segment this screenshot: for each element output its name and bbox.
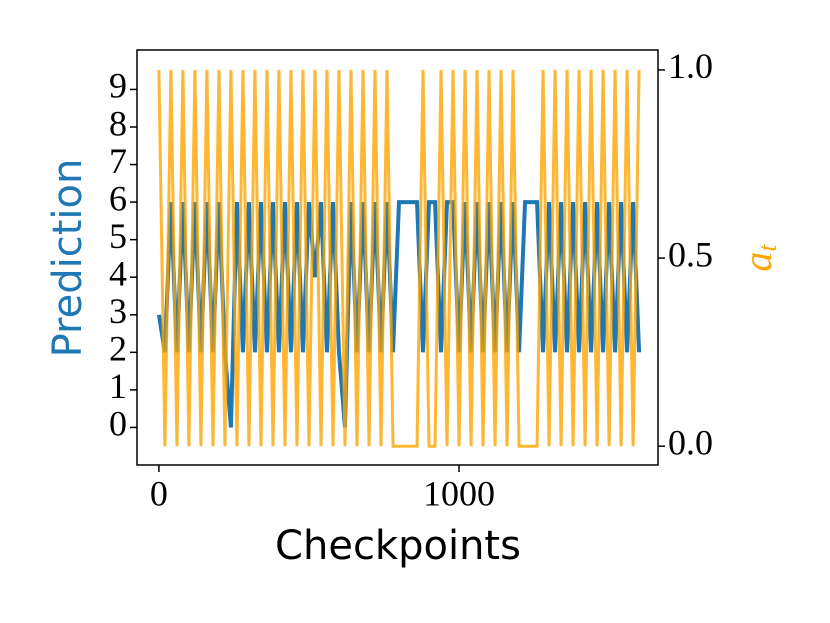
y-label: Prediction <box>45 159 91 358</box>
y2-label: at <box>735 244 782 272</box>
x-tick-label: 0 <box>150 473 168 513</box>
series-line <box>157 69 641 448</box>
y-tick-label: 1 <box>109 366 127 406</box>
y-tick-label: 4 <box>109 253 127 293</box>
y-tick-label: 5 <box>109 216 127 256</box>
x-label: Checkpoints <box>275 523 521 569</box>
y-tick-label: 8 <box>109 103 127 143</box>
y-tick-label: 2 <box>109 329 127 369</box>
series-line <box>156 200 642 428</box>
x-tick-label: 1000 <box>423 473 495 513</box>
y2-tick-label: 0.5 <box>668 234 713 274</box>
y2-tick-label: 0.0 <box>668 422 713 462</box>
y2-label-sub: t <box>753 244 782 252</box>
y2-tick-label: 1.0 <box>668 46 713 86</box>
y2-label-base: a <box>735 252 780 272</box>
y-tick-label: 7 <box>109 141 127 181</box>
y-tick-label: 6 <box>109 178 127 218</box>
y-tick-label: 3 <box>109 291 127 331</box>
y-tick-label: 9 <box>109 66 127 106</box>
plot <box>156 69 642 448</box>
y-tick-label: 0 <box>109 404 127 444</box>
